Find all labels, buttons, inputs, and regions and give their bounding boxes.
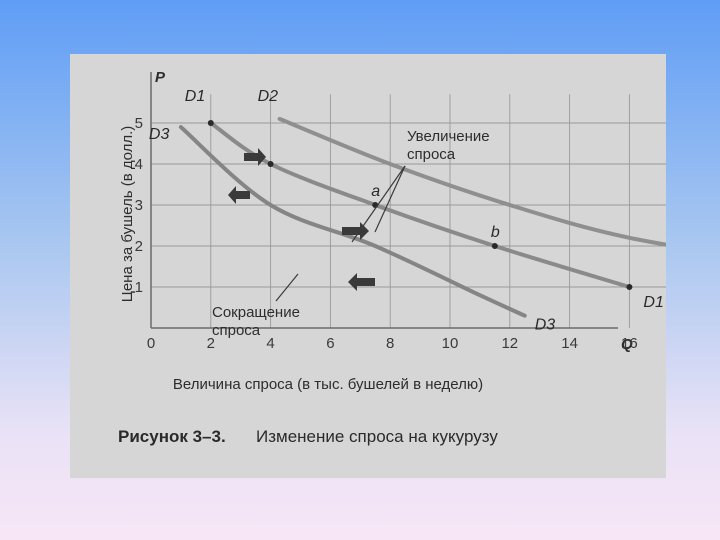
decrease-demand-label-line1: Сокращение bbox=[212, 304, 300, 321]
y-tick-label: 1 bbox=[135, 279, 143, 296]
point-label-b: b bbox=[491, 224, 500, 241]
shift-left-arrow-lower bbox=[348, 273, 375, 291]
chart-axes: P Q Величина спроса (в тыс. бушелей в не… bbox=[119, 69, 633, 393]
x-tick-label: 10 bbox=[442, 335, 459, 352]
x-tick-label: 2 bbox=[207, 335, 215, 352]
curve-point bbox=[207, 120, 214, 126]
x-tick-label: 12 bbox=[501, 335, 518, 352]
figure-caption: Рисунок 3–3. Изменение спроса на кукуруз… bbox=[118, 427, 498, 446]
point-b bbox=[491, 243, 498, 249]
scanned-figure: P Q Величина спроса (в тыс. бушелей в не… bbox=[70, 54, 666, 478]
x-tick-label: 8 bbox=[386, 335, 394, 352]
x-axis-letter: Q bbox=[621, 336, 633, 353]
curve-label-d1-start: D1 bbox=[185, 88, 205, 105]
x-tick-label: 14 bbox=[561, 335, 578, 352]
curve-label-d3-end: D3 bbox=[535, 317, 556, 334]
x-tick-label: 0 bbox=[147, 335, 155, 352]
decrease-demand-label-line2: спроса bbox=[212, 322, 261, 339]
shift-left-arrow-upper bbox=[228, 186, 250, 204]
x-tick-label: 6 bbox=[326, 335, 334, 352]
y-tick-label: 4 bbox=[135, 156, 143, 173]
increase-demand-label-line1: Увеличение bbox=[407, 128, 490, 145]
shift-right-arrow-upper bbox=[244, 148, 266, 166]
y-tick-labels: 1 2 3 4 5 bbox=[135, 115, 143, 296]
demand-shift-chart: P Q Величина спроса (в тыс. бушелей в не… bbox=[118, 69, 666, 446]
x-tick-label: 4 bbox=[266, 335, 274, 352]
y-tick-label: 5 bbox=[135, 115, 143, 132]
y-axis-letter: P bbox=[155, 69, 166, 86]
curve-point bbox=[626, 284, 633, 290]
curve-label-d2-start: D2 bbox=[258, 88, 279, 105]
chart-grid bbox=[151, 94, 666, 328]
caption-title: Изменение спроса на кукурузу bbox=[256, 427, 498, 446]
increase-pointer-line-2 bbox=[374, 165, 406, 233]
y-tick-label: 2 bbox=[135, 238, 143, 255]
demand-curve-d2 bbox=[277, 116, 666, 247]
point-label-a: a bbox=[371, 183, 380, 200]
y-tick-label: 3 bbox=[135, 197, 143, 214]
x-axis-title: Величина спроса (в тыс. бушелей в неделю… bbox=[173, 376, 483, 393]
demand-curve-d3 bbox=[178, 125, 527, 318]
y-axis-title: Цена за бушель (в долл.) bbox=[119, 126, 136, 303]
curve-label-d3-start: D3 bbox=[149, 126, 170, 143]
curve-label-d1-end: D1 bbox=[643, 294, 663, 311]
increase-demand-label-line2: спроса bbox=[407, 146, 456, 163]
decrease-pointer-line bbox=[275, 273, 299, 302]
chart-annotations: Увеличение спроса Сокращение спроса bbox=[212, 128, 490, 339]
increase-pointer-line-1 bbox=[351, 165, 406, 243]
demand-curves: D1D1D2D2D3D3 bbox=[149, 88, 666, 334]
x-tick-labels: 0246810121416182022 bbox=[147, 335, 638, 352]
caption-number: Рисунок 3–3. bbox=[118, 427, 226, 446]
curve-point bbox=[267, 161, 274, 167]
x-tick-label: 16 bbox=[621, 335, 638, 352]
